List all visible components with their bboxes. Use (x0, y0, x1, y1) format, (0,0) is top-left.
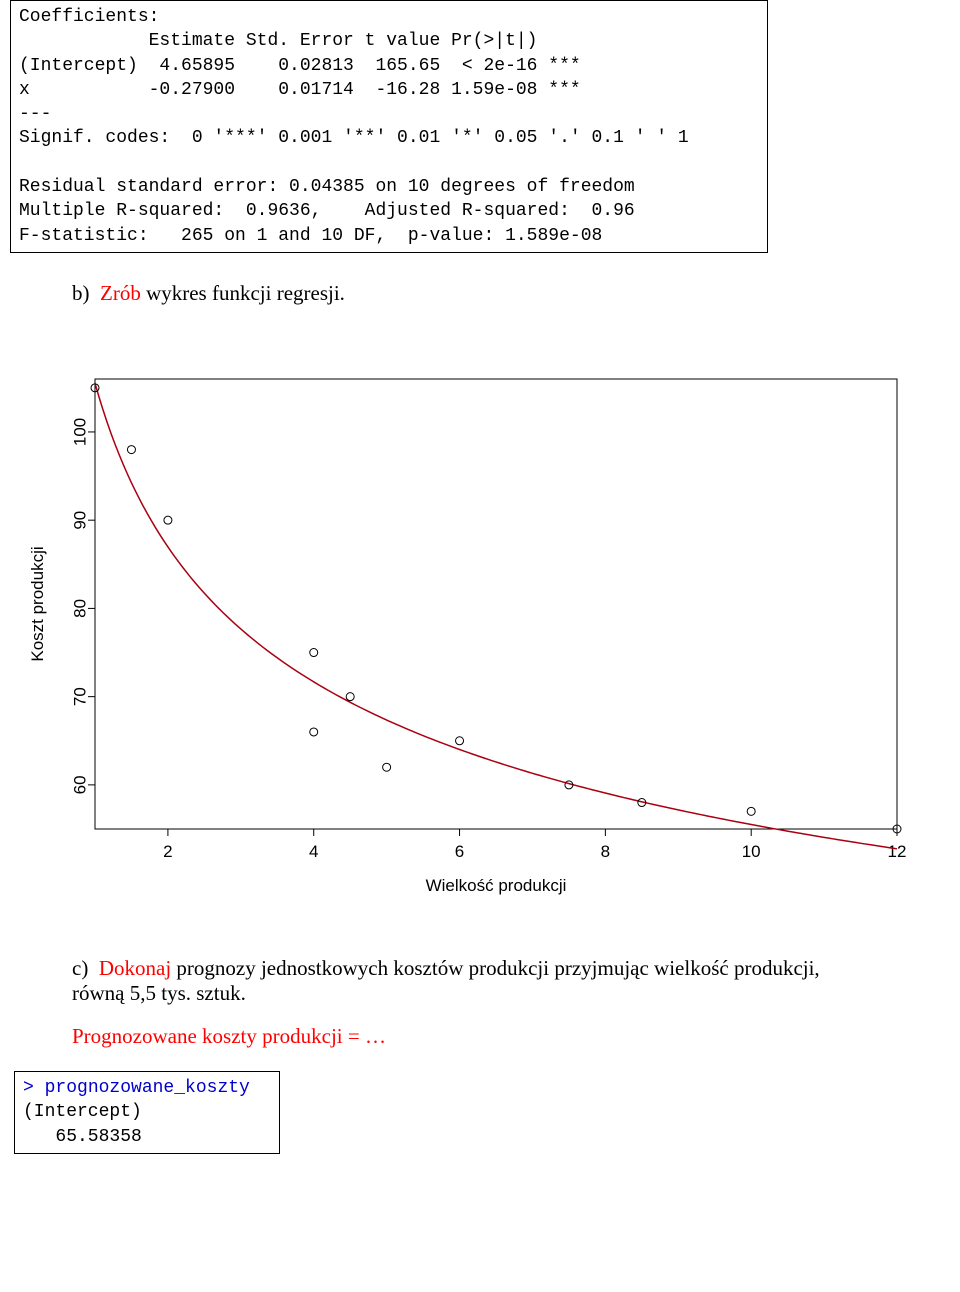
task-c-marker: c) (72, 956, 88, 980)
r-call: prognozowane_koszty (45, 1078, 250, 1098)
svg-text:90: 90 (70, 511, 89, 530)
svg-text:4: 4 (309, 842, 318, 861)
r-forecast-rest: (Intercept) 65.58358 (23, 1102, 142, 1146)
svg-text:12: 12 (888, 842, 907, 861)
svg-text:10: 10 (742, 842, 761, 861)
regression-chart: 2 4 6 8 10 12 60 70 80 90 100 Wielkość produkcji Kos… (10, 361, 960, 926)
svg-text:Wielkość produkcji: Wielkość produkcji (426, 876, 567, 895)
svg-text:70: 70 (70, 687, 89, 706)
svg-text:60: 60 (70, 775, 89, 794)
task-c-rest: prognozy jednostkowych kosztów produkcji… (171, 956, 820, 980)
svg-text:8: 8 (601, 842, 610, 861)
forecast-label: Prognozowane koszty produkcji = … (72, 1024, 960, 1049)
task-b-verb: Zrób (100, 281, 141, 305)
r-prompt: > (23, 1078, 45, 1098)
task-c-line2: równą 5,5 tys. sztuk. (72, 981, 246, 1005)
task-b-rest: wykres funkcji regresji. (141, 281, 345, 305)
task-c: c) Dokonaj prognozy jednostkowych kosztó… (72, 956, 960, 1006)
svg-text:100: 100 (70, 418, 89, 446)
r-output-text: Coefficients: Estimate Std. Error t valu… (19, 7, 689, 246)
svg-text:80: 80 (70, 599, 89, 618)
task-c-verb: Dokonaj (99, 956, 171, 980)
chart-svg: 2 4 6 8 10 12 60 70 80 90 100 Wielkość produkcji Kos… (10, 361, 910, 921)
svg-text:Koszt produkcji: Koszt produkcji (28, 546, 47, 661)
task-b: b) Zrób wykres funkcji regresji. (72, 281, 960, 306)
svg-text:6: 6 (455, 842, 464, 861)
task-b-marker: b) (72, 281, 90, 305)
r-output-forecast: > prognozowane_koszty (Intercept) 65.583… (14, 1071, 280, 1154)
r-output-coefficients: Coefficients: Estimate Std. Error t valu… (10, 0, 768, 253)
svg-text:2: 2 (163, 842, 172, 861)
